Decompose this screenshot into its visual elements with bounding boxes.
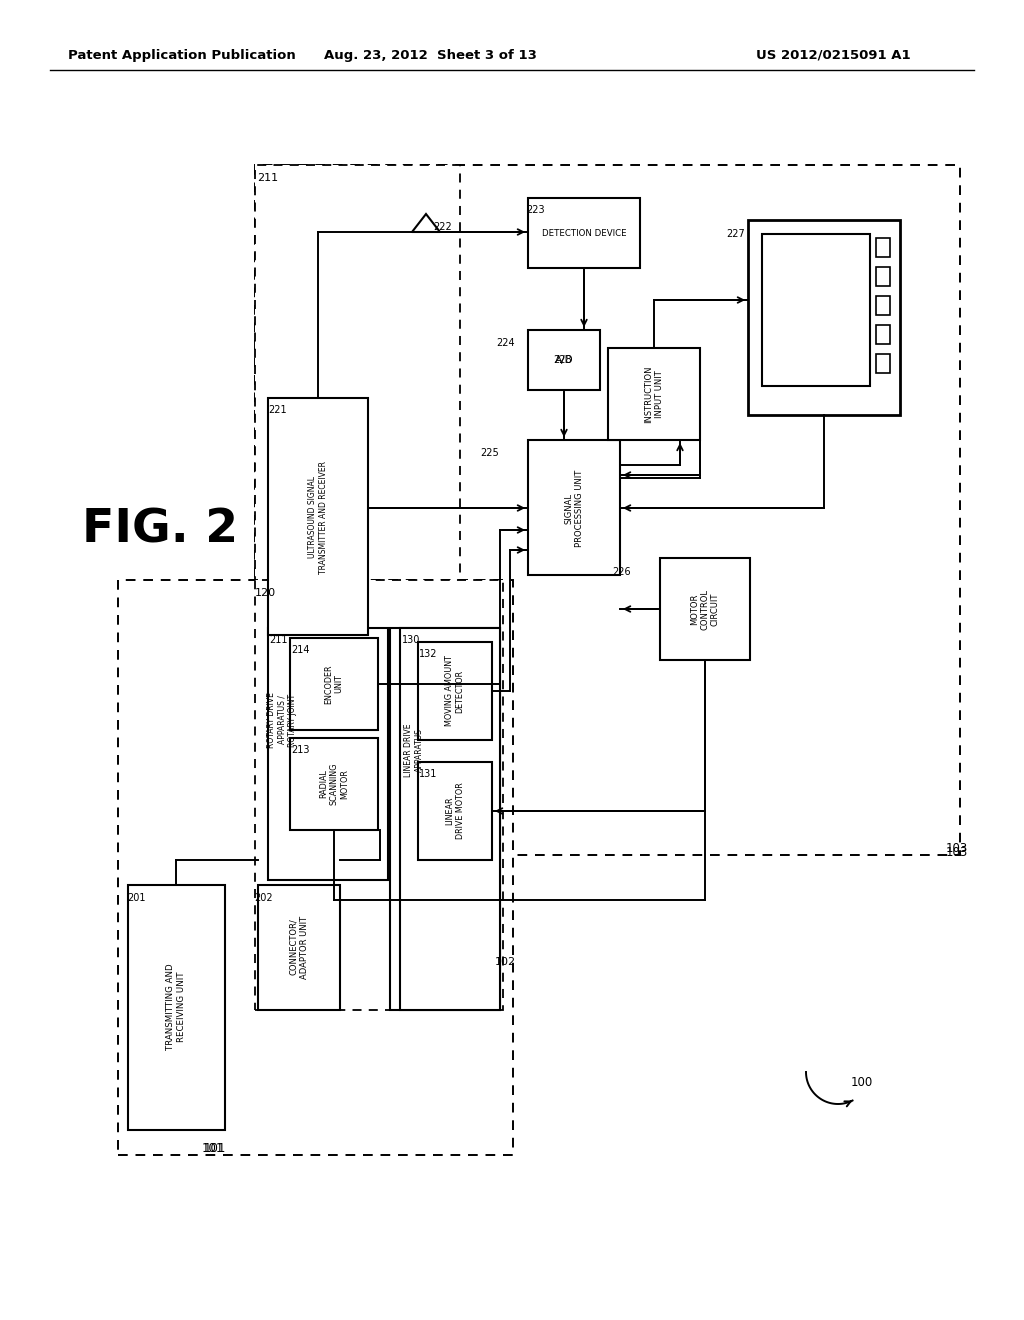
Text: FIG. 2: FIG. 2 <box>82 507 238 553</box>
Text: 226: 226 <box>612 568 632 577</box>
Bar <box>390 628 500 1010</box>
Text: CONNECTOR/
ADAPTOR UNIT: CONNECTOR/ ADAPTOR UNIT <box>290 916 308 978</box>
Text: 102: 102 <box>495 957 515 968</box>
Text: LINEAR DRIVE
APPARATUS: LINEAR DRIVE APPARATUS <box>404 723 424 776</box>
Text: ENCODER
UNIT: ENCODER UNIT <box>325 664 344 704</box>
Bar <box>290 738 378 830</box>
Text: DETECTION DEVICE: DETECTION DEVICE <box>542 228 627 238</box>
Text: Aug. 23, 2012  Sheet 3 of 13: Aug. 23, 2012 Sheet 3 of 13 <box>324 49 537 62</box>
Text: 201: 201 <box>127 894 145 903</box>
Text: 211: 211 <box>257 173 279 183</box>
Bar <box>762 234 870 385</box>
Text: 223: 223 <box>526 205 546 215</box>
Text: 103: 103 <box>946 846 968 858</box>
Text: 221: 221 <box>268 405 288 414</box>
Text: MOVING AMOUNT
DETECTOR: MOVING AMOUNT DETECTOR <box>445 656 465 726</box>
Text: 130: 130 <box>401 635 420 645</box>
Bar <box>258 884 340 1010</box>
Bar <box>290 638 378 730</box>
Text: MOTOR
CONTROL
CIRCUIT: MOTOR CONTROL CIRCUIT <box>690 589 720 630</box>
Text: SIGNAL
PROCESSING UNIT: SIGNAL PROCESSING UNIT <box>564 470 584 546</box>
Text: 228: 228 <box>554 355 572 366</box>
Text: 211: 211 <box>268 635 288 645</box>
Bar <box>528 440 620 576</box>
Text: 101: 101 <box>204 1142 226 1155</box>
Text: 100: 100 <box>851 1077 873 1089</box>
Bar <box>660 558 750 660</box>
Bar <box>400 628 500 1010</box>
Text: US 2012/0215091 A1: US 2012/0215091 A1 <box>756 49 910 62</box>
Bar <box>418 762 492 861</box>
Text: 214: 214 <box>291 645 309 655</box>
Text: 224: 224 <box>497 338 515 348</box>
Text: 227: 227 <box>727 228 745 239</box>
Text: RADIAL
SCANNING
MOTOR: RADIAL SCANNING MOTOR <box>319 763 349 805</box>
Text: 225: 225 <box>480 447 500 458</box>
Bar <box>255 579 503 1010</box>
Text: 202: 202 <box>255 894 273 903</box>
Bar <box>128 884 225 1130</box>
Bar <box>268 628 388 880</box>
Text: 101: 101 <box>202 1142 224 1155</box>
Text: 213: 213 <box>291 744 309 755</box>
Text: 131: 131 <box>419 770 437 779</box>
Text: INSTRUCTION
INPUT UNIT: INSTRUCTION INPUT UNIT <box>644 366 664 422</box>
Text: TRANSMITTING AND
RECEIVING UNIT: TRANSMITTING AND RECEIVING UNIT <box>166 964 185 1051</box>
Text: Patent Application Publication: Patent Application Publication <box>68 49 296 62</box>
Bar <box>876 267 890 286</box>
Bar <box>608 348 700 440</box>
Bar <box>118 579 513 1155</box>
Bar <box>255 165 961 855</box>
Text: A/D: A/D <box>555 355 573 366</box>
Text: ROTARY DRIVE
APPARATUS /
ROTARY JOINT: ROTARY DRIVE APPARATUS / ROTARY JOINT <box>267 692 297 748</box>
Bar <box>528 198 640 268</box>
Text: LINEAR
DRIVE MOTOR: LINEAR DRIVE MOTOR <box>445 783 465 840</box>
Bar <box>876 238 890 257</box>
Bar <box>876 296 890 315</box>
Bar <box>268 399 368 635</box>
Bar <box>876 354 890 374</box>
Bar <box>418 642 492 741</box>
Bar <box>748 220 900 414</box>
Bar <box>255 165 460 855</box>
Text: 222: 222 <box>433 222 453 232</box>
Text: 120: 120 <box>254 587 275 598</box>
Text: ULTRASOUND SIGNAL
TRANSMITTER AND RECEIVER: ULTRASOUND SIGNAL TRANSMITTER AND RECEIV… <box>308 461 328 573</box>
Text: 103: 103 <box>946 842 968 854</box>
Bar <box>528 330 600 389</box>
Bar <box>876 325 890 345</box>
Text: 132: 132 <box>419 649 437 659</box>
